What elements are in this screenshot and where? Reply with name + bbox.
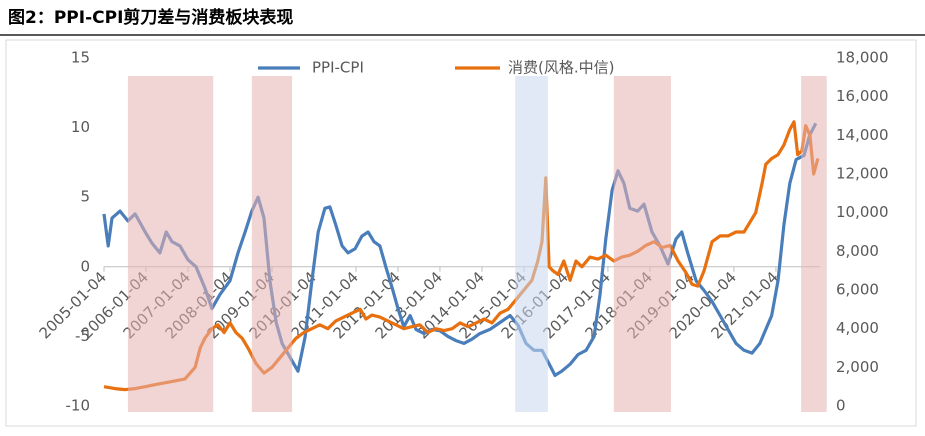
- y2-tick-label: 10,000: [836, 203, 889, 221]
- shaded-period: [251, 76, 293, 412]
- y2-tick-label: 18,000: [836, 49, 889, 67]
- shaded-period: [127, 76, 214, 412]
- y-tick-label: 15: [71, 49, 90, 67]
- y2-tick-label: 0: [836, 397, 846, 415]
- y-tick-label: 5: [80, 188, 90, 206]
- series-line: [103, 120, 820, 392]
- legend-label: 消费(风格.中信): [508, 59, 614, 77]
- y-tick-label: -10: [66, 397, 91, 415]
- y2-tick-label: 6,000: [836, 281, 879, 299]
- y-tick-label: 0: [80, 257, 90, 275]
- shaded-period: [515, 76, 548, 412]
- chart-title: 图2：PPI-CPI剪刀差与消费板块表现: [8, 7, 293, 28]
- y2-tick-label: 16,000: [836, 87, 889, 105]
- chart-frame: [5, 39, 917, 427]
- y2-tick-label: 4,000: [836, 319, 879, 337]
- legend-label: PPI-CPI: [312, 59, 364, 77]
- y2-tick-label: 2,000: [836, 358, 879, 376]
- y-tick-label: -5: [75, 327, 90, 345]
- y2-tick-label: 8,000: [836, 242, 879, 260]
- y-tick-label: 10: [71, 118, 90, 136]
- shaded-period: [613, 76, 671, 412]
- y2-tick-label: 12,000: [836, 165, 889, 183]
- shaded-period: [801, 76, 827, 412]
- y2-tick-label: 14,000: [836, 126, 889, 144]
